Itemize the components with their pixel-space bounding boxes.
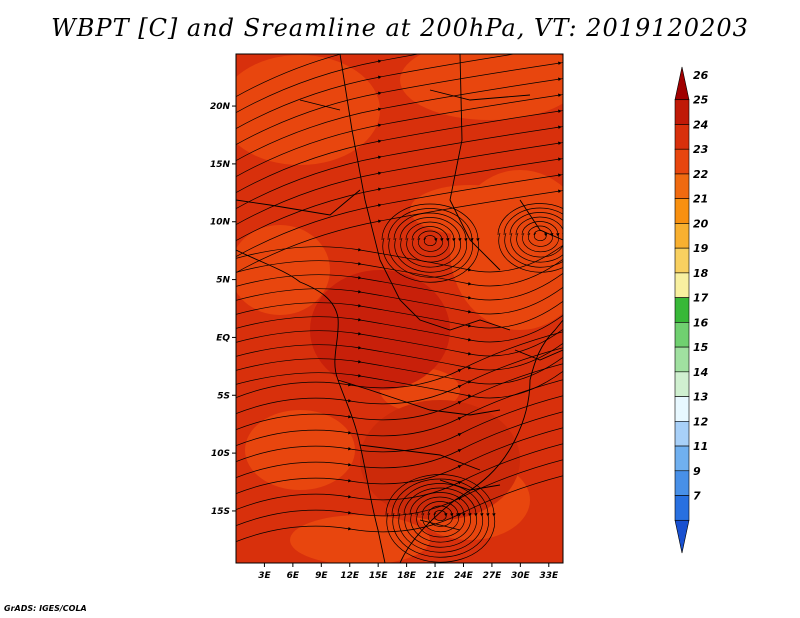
streamline bbox=[236, 342, 563, 371]
colorbar-segment bbox=[674, 470, 690, 496]
colorbar-label: 25 bbox=[693, 94, 709, 107]
streamline bbox=[521, 221, 560, 253]
lon-tick-label: 6E bbox=[287, 571, 300, 581]
colorbar-segment bbox=[674, 322, 690, 348]
colorbar-label: 9 bbox=[693, 465, 701, 478]
colorbar-label: 12 bbox=[693, 415, 709, 428]
streamline bbox=[527, 225, 554, 247]
lon-tick-label: 33E bbox=[539, 571, 559, 581]
lon-tick-label: 30E bbox=[511, 571, 531, 581]
streamline bbox=[236, 54, 562, 114]
streamline bbox=[391, 478, 490, 558]
colorbar-segment bbox=[674, 445, 690, 472]
streamline bbox=[423, 235, 438, 247]
colorbar-label: 18 bbox=[693, 267, 709, 280]
lat-tick-label: 15N bbox=[210, 160, 231, 170]
colorbar-label: 20 bbox=[693, 217, 709, 230]
colorbar-label: 15 bbox=[693, 341, 709, 354]
colorbar-segment bbox=[674, 421, 690, 447]
streamline bbox=[381, 203, 480, 283]
streamline bbox=[533, 230, 548, 242]
colorbar-segment bbox=[674, 272, 690, 298]
colorbar-segment bbox=[674, 495, 690, 521]
lon-tick-label: 15E bbox=[369, 571, 389, 581]
lon-tick-label: 18E bbox=[397, 571, 417, 581]
streamline bbox=[236, 54, 343, 98]
colorbar-label: 19 bbox=[693, 242, 709, 255]
lon-tick-label: 21E bbox=[426, 571, 446, 581]
streamline bbox=[236, 314, 563, 343]
streamline bbox=[399, 217, 462, 268]
colorbar-label: 24 bbox=[693, 118, 708, 131]
streamline bbox=[409, 492, 472, 543]
streamline bbox=[236, 272, 563, 301]
lat-tick-label: 5S bbox=[217, 391, 230, 401]
colorbar-segment bbox=[674, 396, 690, 422]
streamline bbox=[236, 258, 563, 287]
colorbar-segment bbox=[674, 99, 690, 125]
colorbar-segment bbox=[674, 223, 690, 249]
colorbar-segment bbox=[674, 173, 690, 199]
colorbar-label: 23 bbox=[693, 143, 709, 156]
page-title: WBPT [C] and Sreamline at 200hPa, VT: 20… bbox=[51, 14, 749, 42]
streamline bbox=[387, 208, 474, 278]
colorbar-label: 21 bbox=[693, 193, 708, 206]
colorbar-label: 16 bbox=[693, 316, 709, 329]
streamlines bbox=[236, 54, 563, 563]
streamline bbox=[385, 474, 496, 563]
credit-label: GrADS: IGES/COLA bbox=[4, 604, 87, 613]
colorbar-label: 13 bbox=[693, 391, 709, 404]
streamline bbox=[417, 230, 444, 252]
streamline bbox=[236, 189, 563, 274]
colorbar-segment bbox=[674, 66, 690, 101]
colorbar-segment bbox=[674, 346, 690, 373]
streamline bbox=[236, 300, 563, 329]
lat-axis: 20N 15N 10N 5N EQ 5S 10S 15S bbox=[210, 102, 236, 517]
streamline bbox=[509, 212, 563, 263]
colorbar-segment bbox=[674, 198, 690, 224]
lon-tick-label: 12E bbox=[340, 571, 360, 581]
lat-tick-label: 20N bbox=[210, 102, 231, 112]
lon-tick-label: 27E bbox=[483, 571, 503, 581]
colorbar: 26 25 24 23 22 21 20 19 18 17 16 15 14 13 12 11 9 7 bbox=[674, 66, 709, 554]
colorbar-segment bbox=[674, 247, 690, 274]
colorbar-segment bbox=[674, 371, 690, 397]
lon-axis: 3E 6E 9E 12E 15E 18E 21E 24E 27E 30E 33E bbox=[258, 563, 559, 581]
colorbar-label: 22 bbox=[693, 168, 709, 181]
streamline bbox=[236, 475, 563, 543]
streamline bbox=[411, 226, 450, 258]
colorbar-segment bbox=[674, 519, 690, 554]
streamline bbox=[515, 216, 563, 258]
streamline bbox=[503, 207, 563, 268]
lat-tick-label: 10N bbox=[210, 218, 231, 228]
lat-tick-label: 10S bbox=[211, 449, 230, 459]
streamline bbox=[397, 483, 484, 553]
colorbar-segment bbox=[674, 297, 690, 323]
lon-tick-label: 24E bbox=[454, 571, 474, 581]
colorbar-label: 17 bbox=[693, 292, 709, 305]
streamline bbox=[236, 328, 563, 357]
colorbar-label: 14 bbox=[693, 366, 708, 379]
lon-tick-label: 3E bbox=[258, 571, 271, 581]
map-frame bbox=[235, 53, 564, 564]
streamline bbox=[236, 286, 563, 315]
streamline bbox=[405, 221, 456, 263]
colorbar-label: 7 bbox=[693, 490, 701, 503]
colorbar-segment bbox=[674, 124, 690, 150]
colorbar-label: 26 bbox=[693, 69, 709, 82]
colorbar-segment bbox=[674, 148, 690, 175]
streamline bbox=[433, 510, 448, 522]
lon-tick-label: 9E bbox=[315, 571, 328, 581]
streamline bbox=[497, 203, 563, 273]
streamline bbox=[427, 505, 454, 527]
streamline bbox=[415, 496, 466, 538]
lat-tick-label: EQ bbox=[216, 333, 230, 343]
streamline bbox=[403, 487, 478, 548]
colorbar-label: 11 bbox=[693, 440, 708, 453]
lat-tick-label: 5N bbox=[216, 276, 230, 286]
streamline bbox=[393, 212, 468, 273]
streamline bbox=[421, 501, 460, 533]
lat-tick-label: 15S bbox=[211, 507, 230, 517]
